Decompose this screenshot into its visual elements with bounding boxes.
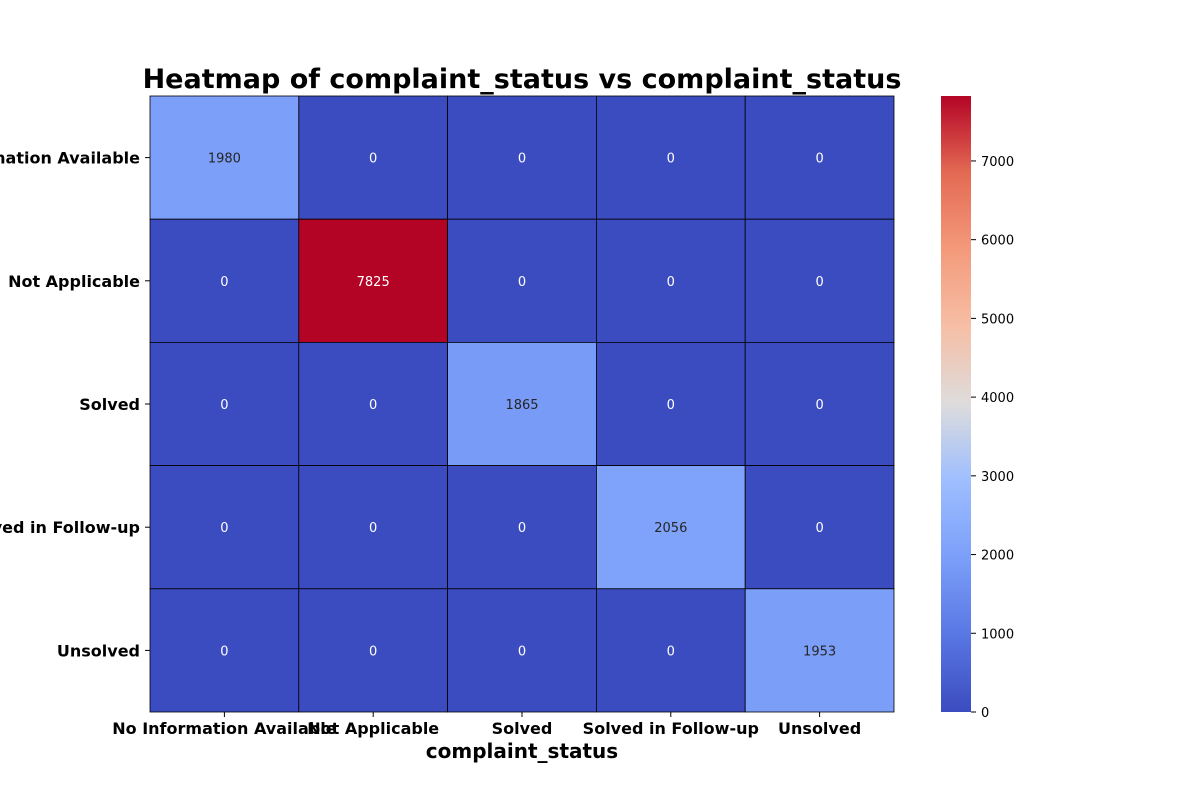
heatmap-cell [298, 95, 448, 220]
cell-value-label: 0 [667, 398, 675, 413]
heatmap-cell [744, 341, 895, 466]
cell-value-label: 0 [518, 521, 526, 536]
heatmap-cell [298, 341, 448, 466]
colorbar-tick-label: 0 [981, 706, 989, 721]
cell-value-label: 0 [667, 644, 675, 659]
cell-value-label: 0 [667, 152, 675, 167]
y-tick-labels: No Information Available Not Applicable So… [0, 149, 150, 660]
cell-value-label: 0 [220, 521, 228, 536]
cell-value-label: 0 [815, 152, 823, 167]
chart-title: Heatmap of complaint_status vs complaint… [143, 64, 902, 95]
colorbar-tick-label: 1000 [981, 627, 1014, 642]
y-tick-label: No Information Available [0, 149, 140, 168]
heatmap-cell [298, 465, 448, 590]
colorbar-ticks: 0 1000 2000 3000 4000 5000 6000 7000 [971, 155, 1014, 721]
cell-value-label: 0 [369, 521, 377, 536]
y-tick-label: Solved [79, 395, 140, 414]
heatmap-cell [744, 588, 895, 713]
heatmap-cell [149, 218, 300, 343]
cell-value-label: 1953 [803, 644, 836, 659]
cell-value-label: 0 [369, 398, 377, 413]
heatmap-cell [744, 465, 895, 590]
x-tick-label: Unsolved [778, 719, 861, 738]
heatmap-cells: 1980 0 0 0 0 0 7825 0 0 0 0 0 1865 0 0 0 0 0 2056 0 0 0 0 0 1953 [149, 95, 895, 713]
cell-value-label: 0 [369, 152, 377, 167]
y-tick-label: Not Applicable [8, 272, 140, 291]
x-axis-label: complaint_status [426, 739, 618, 763]
heatmap-cell [744, 218, 895, 343]
cell-value-label: 0 [815, 398, 823, 413]
heatmap-cell [447, 588, 597, 713]
cell-value-label: 1980 [208, 152, 241, 167]
heatmap-cell [447, 341, 597, 466]
heatmap-cell [596, 465, 746, 590]
heatmap-cell [447, 218, 597, 343]
cell-value-label: 7825 [357, 275, 390, 290]
cell-value-label: 0 [815, 521, 823, 536]
y-tick-label: Unsolved [57, 641, 140, 660]
cell-value-label: 0 [369, 644, 377, 659]
cell-value-label: 0 [220, 398, 228, 413]
x-tick-label: Solved in Follow-up [583, 719, 759, 738]
colorbar-tick-label: 4000 [981, 391, 1014, 406]
heatmap-cell [744, 95, 895, 220]
cell-value-label: 1865 [505, 398, 538, 413]
colorbar-tick-label: 2000 [981, 549, 1014, 564]
heatmap-cell [149, 95, 300, 220]
colorbar-tick-label: 7000 [981, 155, 1014, 170]
colorbar-tick-label: 3000 [981, 470, 1014, 485]
colorbar-tick-label: 6000 [981, 234, 1014, 249]
cell-value-label: 0 [220, 644, 228, 659]
heatmap-cell [447, 465, 597, 590]
heatmap-cell [596, 341, 746, 466]
cell-value-label: 0 [815, 275, 823, 290]
cell-value-label: 2056 [654, 521, 687, 536]
x-tick-label: Not Applicable [307, 719, 439, 738]
cell-value-label: 0 [220, 275, 228, 290]
heatmap-cell [596, 95, 746, 220]
colorbar-tick-label: 5000 [981, 312, 1014, 327]
cell-value-label: 0 [518, 644, 526, 659]
cell-value-label: 0 [667, 275, 675, 290]
y-tick-label: Solved in Follow-up [0, 518, 140, 537]
colorbar [941, 96, 971, 712]
heatmap-cell [298, 588, 448, 713]
heatmap-cell [447, 95, 597, 220]
heatmap-cell [298, 218, 448, 343]
heatmap-cell [149, 588, 300, 713]
cell-value-label: 0 [518, 152, 526, 167]
x-tick-label: Solved [492, 719, 553, 738]
cell-value-label: 0 [518, 275, 526, 290]
x-tick-label: No Information Available [112, 719, 336, 738]
